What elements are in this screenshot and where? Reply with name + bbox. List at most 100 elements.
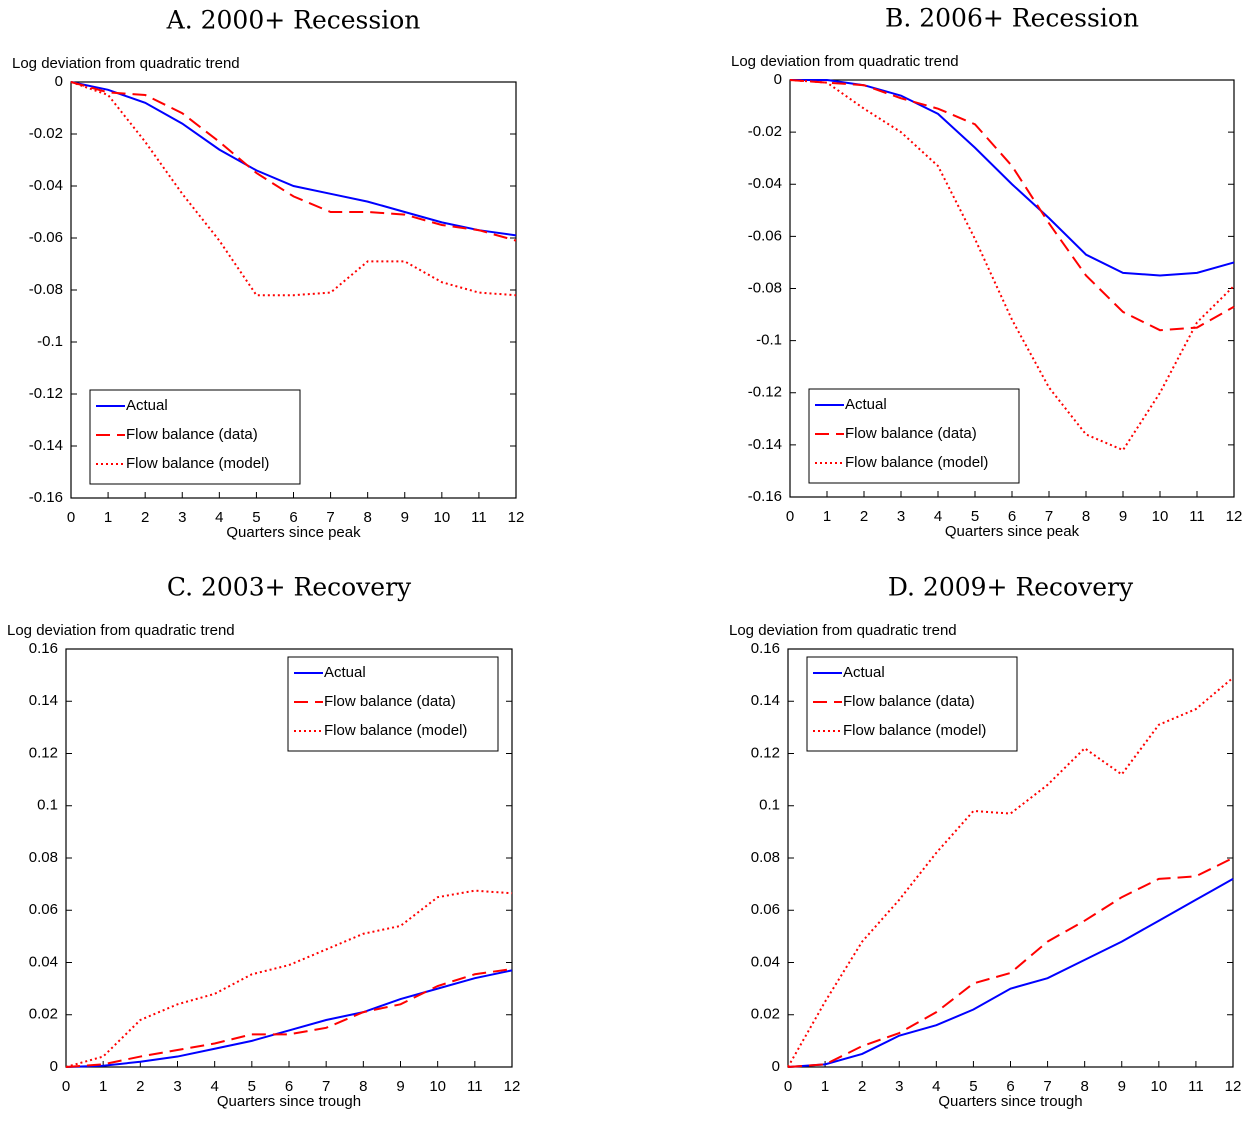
y-tick-label: -0.06 bbox=[748, 227, 782, 244]
x-tick-label: 8 bbox=[363, 509, 371, 526]
x-tick-label: 9 bbox=[396, 1078, 404, 1095]
series-line bbox=[65, 889, 513, 1068]
x-tick-label: 9 bbox=[1118, 1078, 1126, 1095]
legend-label: Flow balance (data) bbox=[843, 693, 975, 710]
x-tick-label: 11 bbox=[1189, 508, 1205, 525]
y-tick-label: 0.1 bbox=[759, 797, 780, 814]
x-axis-label: Quarters since trough bbox=[938, 1093, 1082, 1110]
x-tick-label: 4 bbox=[215, 509, 223, 526]
y-tick-label: 0 bbox=[55, 73, 63, 90]
y-tick-label: 0 bbox=[50, 1058, 58, 1075]
legend-label: Flow balance (model) bbox=[845, 454, 988, 471]
y-tick-label: -0.16 bbox=[748, 488, 782, 505]
x-tick-label: 9 bbox=[1119, 508, 1127, 525]
y-tick-label: 0.06 bbox=[29, 901, 58, 918]
y-tick-label: 0.16 bbox=[29, 640, 58, 657]
legend-label: Flow balance (data) bbox=[845, 425, 977, 442]
panel: B. 2006+ Recession Log deviation from qua… bbox=[731, 4, 1242, 540]
x-tick-label: 6 bbox=[1006, 1078, 1014, 1095]
series-line bbox=[70, 81, 517, 237]
legend: Actual Flow balance (data) Flow balance (m… bbox=[89, 389, 301, 485]
y-axis-label: Log deviation from quadratic trend bbox=[7, 622, 235, 639]
y-axis-label: Log deviation from quadratic trend bbox=[731, 53, 959, 70]
x-tick-label: 6 bbox=[1008, 508, 1016, 525]
x-tick-label: 10 bbox=[433, 509, 450, 526]
x-tick-label: 10 bbox=[1152, 508, 1169, 525]
x-tick-label: 5 bbox=[252, 509, 260, 526]
x-tick-label: 12 bbox=[1226, 508, 1243, 525]
y-tick-label: 0 bbox=[772, 1058, 780, 1075]
x-tick-label: 1 bbox=[823, 508, 831, 525]
panel-title: A. 2000+ Recession bbox=[166, 6, 421, 35]
x-tick-label: 2 bbox=[858, 1078, 866, 1095]
x-tick-label: 2 bbox=[136, 1078, 144, 1095]
legend-label: Flow balance (data) bbox=[324, 693, 456, 710]
x-axis-label: Quarters since peak bbox=[226, 524, 361, 541]
x-tick-label: 3 bbox=[895, 1078, 903, 1095]
y-tick-label: 0.02 bbox=[29, 1006, 58, 1023]
panel-title: B. 2006+ Recession bbox=[885, 4, 1139, 33]
x-tick-label: 4 bbox=[210, 1078, 218, 1095]
y-tick-label: -0.08 bbox=[29, 281, 63, 298]
x-tick-label: 8 bbox=[1080, 1078, 1088, 1095]
y-tick-label: -0.12 bbox=[29, 385, 63, 402]
x-tick-label: 4 bbox=[932, 1078, 940, 1095]
legend: Actual Flow balance (data) Flow balance (m… bbox=[808, 388, 1020, 484]
x-tick-label: 5 bbox=[248, 1078, 256, 1095]
y-tick-label: -0.02 bbox=[748, 123, 782, 140]
legend: Actual Flow balance (data) Flow balance (m… bbox=[806, 656, 1018, 752]
legend-label: Actual bbox=[126, 397, 168, 414]
x-tick-label: 7 bbox=[1043, 1078, 1051, 1095]
y-tick-label: -0.12 bbox=[748, 384, 782, 401]
y-tick-label: -0.04 bbox=[29, 177, 63, 194]
x-tick-label: 3 bbox=[173, 1078, 181, 1095]
y-tick-label: -0.14 bbox=[29, 437, 63, 454]
legend-label: Actual bbox=[843, 664, 885, 681]
y-tick-label: 0.12 bbox=[751, 744, 780, 761]
x-tick-label: 11 bbox=[467, 1078, 483, 1095]
x-tick-label: 0 bbox=[62, 1078, 70, 1095]
series-line bbox=[790, 79, 1235, 277]
x-tick-label: 7 bbox=[322, 1078, 330, 1095]
legend-label: Actual bbox=[845, 396, 887, 413]
y-tick-label: 0.08 bbox=[29, 849, 58, 866]
series-line bbox=[787, 857, 1234, 1068]
x-tick-label: 5 bbox=[969, 1078, 977, 1095]
x-tick-label: 11 bbox=[1188, 1078, 1204, 1095]
x-tick-label: 10 bbox=[429, 1078, 446, 1095]
x-tick-label: 6 bbox=[289, 509, 297, 526]
x-tick-label: 12 bbox=[504, 1078, 521, 1095]
series-line bbox=[70, 81, 517, 242]
legend-label: Flow balance (model) bbox=[126, 455, 269, 472]
x-tick-label: 3 bbox=[897, 508, 905, 525]
series-line bbox=[65, 968, 513, 1068]
x-tick-label: 1 bbox=[104, 509, 112, 526]
y-tick-label: -0.02 bbox=[29, 125, 63, 142]
x-tick-label: 2 bbox=[860, 508, 868, 525]
y-tick-label: -0.1 bbox=[37, 333, 63, 350]
x-tick-label: 8 bbox=[1082, 508, 1090, 525]
legend-label: Flow balance (model) bbox=[324, 722, 467, 739]
panel: A. 2000+ Recession Log deviation from qua… bbox=[12, 6, 524, 541]
x-tick-label: 9 bbox=[401, 509, 409, 526]
y-tick-label: 0.04 bbox=[29, 953, 58, 970]
x-axis-label: Quarters since trough bbox=[217, 1093, 361, 1110]
x-tick-label: 10 bbox=[1150, 1078, 1167, 1095]
x-tick-label: 3 bbox=[178, 509, 186, 526]
panel-title: C. 2003+ Recovery bbox=[167, 573, 412, 602]
y-tick-label: 0.16 bbox=[751, 640, 780, 657]
y-tick-label: 0.12 bbox=[29, 744, 58, 761]
y-tick-label: -0.06 bbox=[29, 229, 63, 246]
legend: Actual Flow balance (data) Flow balance (m… bbox=[287, 656, 499, 752]
y-tick-label: 0.1 bbox=[37, 797, 58, 814]
y-axis-label: Log deviation from quadratic trend bbox=[729, 622, 957, 639]
y-tick-label: -0.08 bbox=[748, 279, 782, 296]
series-line bbox=[787, 878, 1234, 1068]
x-tick-label: 1 bbox=[99, 1078, 107, 1095]
x-tick-label: 7 bbox=[326, 509, 334, 526]
y-tick-label: 0.02 bbox=[751, 1006, 780, 1023]
x-tick-label: 12 bbox=[508, 509, 525, 526]
x-tick-label: 8 bbox=[359, 1078, 367, 1095]
